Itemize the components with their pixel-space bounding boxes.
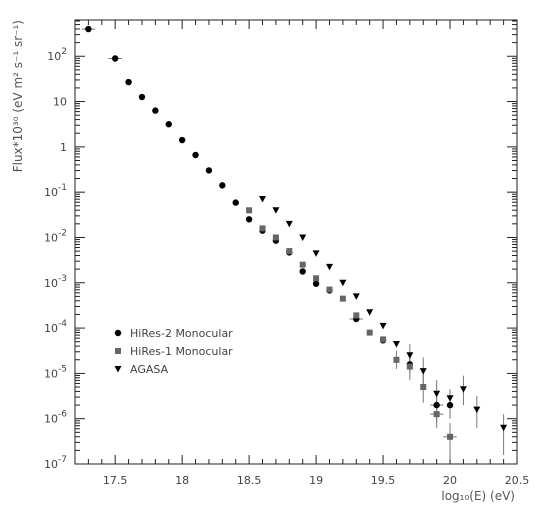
x-tick-label: 18 (175, 474, 189, 487)
x-tick-label: 17.5 (103, 474, 128, 487)
marker-hires-2-monocular (152, 107, 159, 114)
marker-agasa (473, 406, 481, 414)
legend: HiRes-2 Monocular HiRes-1 Monocular AGASA (114, 327, 233, 376)
marker-hires-2-monocular (111, 55, 119, 62)
marker-hires-1-monocular (339, 295, 346, 302)
marker-hires-1-monocular (366, 329, 373, 336)
marker-agasa (500, 424, 508, 432)
marker-hires-2-monocular (446, 401, 454, 409)
axis-ticks (75, 20, 518, 465)
marker-hires-2-monocular (85, 25, 92, 33)
marker-hires-1-monocular (326, 286, 333, 293)
marker-hires-1-monocular (433, 411, 440, 418)
marker-hires-1-monocular (406, 363, 413, 370)
x-tick-label: 20.5 (505, 474, 530, 487)
marker-hires-1-monocular (447, 433, 454, 440)
data-markers (85, 25, 508, 440)
marker-agasa (446, 395, 454, 402)
x-axis-label: log₁₀(E) (eV) (441, 489, 515, 503)
y-tick-label: 10-3 (44, 274, 67, 290)
x-tick-label: 19 (309, 474, 323, 487)
marker-agasa (259, 195, 267, 203)
marker-hires-2-monocular (433, 401, 440, 409)
y-axis-label: Flux*10³⁰ (eV m² s⁻¹ sr⁻¹) (11, 20, 25, 172)
y-tick-labels: 10-7 10-6 10-5 10-4 10-3 10-2 10-1 1 10 102 (44, 47, 67, 471)
marker-hires-2-monocular (219, 182, 226, 189)
marker-hires-1-monocular (286, 248, 293, 255)
marker-agasa (366, 309, 374, 316)
marker-agasa (379, 322, 387, 330)
marker-hires-1-monocular (420, 383, 427, 390)
marker-hires-1-monocular (393, 356, 400, 363)
y-tick-label: 10-1 (44, 183, 67, 199)
marker-agasa (392, 340, 400, 348)
marker-hires-2-monocular (299, 268, 306, 275)
error-bars (81, 28, 505, 460)
marker-agasa (299, 234, 307, 241)
x-tick-label: 19.5 (371, 474, 396, 487)
y-tick-label: 10-4 (44, 319, 67, 335)
y-tick-label: 1 (60, 141, 67, 154)
marker-hires-1-monocular (313, 275, 320, 282)
marker-hires-1-monocular (272, 234, 279, 241)
legend-label-hires-2-monocular: HiRes-2 Monocular (130, 327, 233, 340)
marker-hires-1-monocular (353, 312, 360, 319)
legend-marker-agasa (114, 366, 122, 373)
marker-hires-2-monocular (192, 151, 199, 159)
marker-agasa (312, 250, 320, 257)
marker-agasa (272, 207, 280, 214)
marker-agasa (325, 263, 333, 271)
marker-hires-1-monocular (380, 336, 387, 343)
marker-hires-2-monocular (312, 280, 320, 287)
marker-agasa (339, 279, 347, 287)
x-tick-label: 18.5 (237, 474, 262, 487)
y-tick-label: 102 (47, 47, 67, 63)
marker-agasa (433, 390, 441, 398)
marker-agasa (352, 293, 360, 300)
y-tick-label: 10-7 (44, 455, 67, 471)
y-tick-label: 10 (53, 96, 67, 109)
legend-marker-hires-1-monocular (115, 348, 121, 354)
legend-label-agasa: AGASA (130, 363, 169, 376)
marker-agasa (285, 220, 293, 228)
y-tick-label: 10-5 (44, 364, 67, 380)
legend-label-hires-1-monocular: HiRes-1 Monocular (130, 345, 233, 358)
x-tick-label: 20 (443, 474, 457, 487)
marker-hires-2-monocular (232, 199, 239, 206)
marker-agasa (459, 386, 467, 393)
y-tick-label: 10-6 (44, 410, 67, 426)
marker-hires-2-monocular (178, 136, 186, 144)
y-tick-label: 10-2 (44, 228, 67, 244)
marker-hires-2-monocular (165, 121, 172, 128)
marker-agasa (419, 368, 427, 375)
marker-agasa (406, 352, 414, 359)
legend-marker-hires-2-monocular (114, 329, 122, 337)
x-tick-labels: 17.5 18 18.5 19 19.5 20 20.5 (103, 474, 529, 487)
marker-hires-2-monocular (205, 167, 213, 174)
marker-hires-2-monocular (125, 78, 132, 86)
marker-hires-1-monocular (299, 261, 306, 268)
marker-hires-2-monocular (245, 216, 253, 223)
marker-hires-2-monocular (138, 93, 146, 101)
marker-hires-1-monocular (246, 207, 253, 214)
marker-hires-1-monocular (259, 225, 266, 232)
